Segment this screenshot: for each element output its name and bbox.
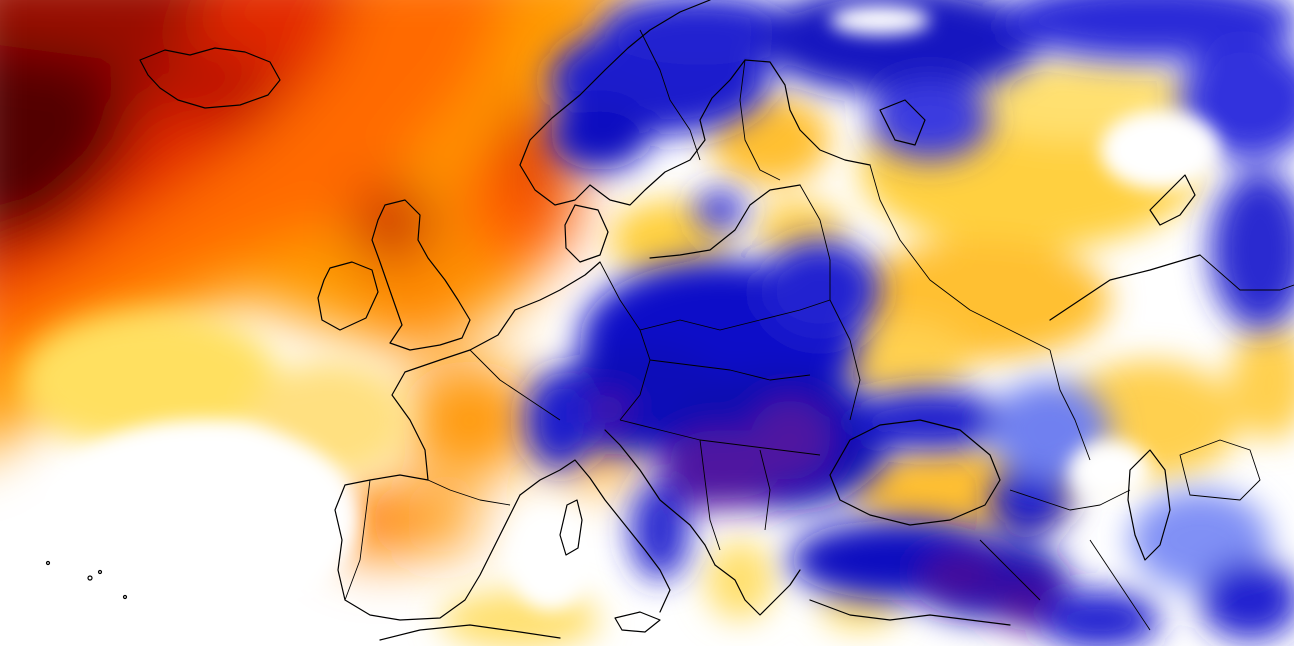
near-normal-layer: [0, 5, 1220, 646]
cold-anomaly-layer: [525, 0, 1294, 646]
coastlines: [45, 0, 1201, 641]
country-borders: [344, 29, 1294, 631]
